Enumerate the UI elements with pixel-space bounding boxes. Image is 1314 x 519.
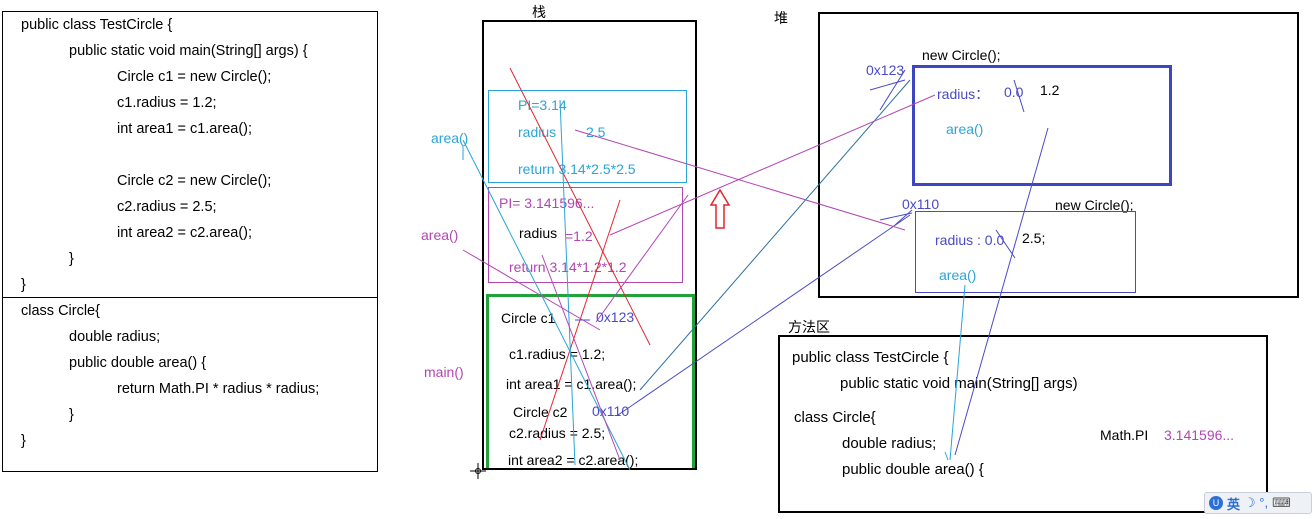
main-area1: int area1 = c1.area(); [506, 376, 637, 392]
obj1-radius-label: radius： [937, 86, 990, 102]
frame2-return: return 3.14*1.2*1.2 [509, 259, 627, 275]
main-c2-radius: c2.radius = 2.5; [509, 425, 606, 441]
obj1-radius-default: 0.0 [1004, 84, 1024, 100]
obj1-method: area() [946, 121, 984, 137]
code-line: public class TestCircle { [21, 17, 173, 33]
obj2-radius-label: radius : 0.0 [935, 232, 1005, 248]
code-line: c2.radius = 2.5; [117, 199, 217, 215]
stack-title: 栈 [532, 4, 546, 20]
main-c1-radius: c1.radius = 1.2; [509, 346, 606, 362]
obj2-radius-value: 2.5; [1022, 230, 1046, 246]
code-line: public double area() { [69, 355, 207, 371]
code-line: c1.radius = 1.2; [117, 95, 217, 111]
obj2-new-label: new Circle(); [1055, 197, 1134, 213]
ime-mode-icons[interactable]: ☽ °, [1244, 495, 1269, 510]
frame1-pi: PI=3.14 [518, 97, 567, 113]
method-line: public double area() { [842, 461, 984, 478]
label-area-upper: area() [431, 130, 469, 146]
code-line: class Circle{ [21, 303, 100, 319]
method-line: class Circle{ [794, 409, 876, 426]
frame2-radius-label: radius [519, 225, 558, 241]
code-line: } [21, 277, 26, 293]
method-line: public static void main(String[] args) [840, 375, 1078, 392]
ime-language[interactable]: 英 [1227, 496, 1241, 512]
label-main: main() [424, 364, 464, 380]
method-area-title: 方法区 [788, 319, 830, 335]
code-divider [2, 297, 378, 298]
obj1-new-label: new Circle(); [922, 47, 1001, 63]
method-line: double radius; [842, 435, 937, 452]
code-line: return Math.PI * radius * radius; [117, 381, 320, 397]
method-pi-value: 3.141596... [1164, 427, 1235, 443]
frame2-pi: PI= 3.141596... [499, 195, 595, 211]
ime-toolbar[interactable]: U 英 ☽ °, ⌨ [1204, 492, 1312, 514]
code-line: double radius; [69, 329, 161, 345]
ime-keyboard-icon[interactable]: ⌨ [1272, 495, 1291, 510]
code-line: Circle c1 = new Circle(); [117, 69, 272, 85]
frame1-radius-value: 2.5 [586, 124, 606, 140]
red-up-arrow [709, 188, 731, 229]
frame1-radius-label: radius [518, 124, 557, 140]
main-c2-decl: Circle c2 [513, 404, 568, 420]
main-c1-decl: Circle c1 [501, 310, 556, 326]
obj1-addr: 0x123 [866, 62, 905, 78]
code-line: } [69, 407, 74, 423]
method-line: public class TestCircle { [792, 349, 949, 366]
method-pi-label: Math.PI [1100, 427, 1149, 443]
code-line: } [21, 433, 26, 449]
main-c1-addr: 0x123 [596, 309, 635, 325]
code-line: Circle c2 = new Circle(); [117, 173, 272, 189]
code-line: int area1 = c1.area(); [117, 121, 253, 137]
main-area2: int area2 = c2.area(); [508, 452, 639, 468]
code-line: public static void main(String[] args) { [69, 43, 308, 59]
obj2-addr: 0x110 [902, 196, 940, 212]
obj2-method: area() [939, 267, 977, 283]
source-code-box [2, 11, 378, 472]
main-c2-addr: 0x110 [592, 403, 630, 419]
obj1-radius-value: 1.2 [1040, 82, 1060, 98]
frame1-return: return 3.14*2.5*2.5 [518, 161, 636, 177]
ime-logo-icon: U [1209, 496, 1223, 510]
code-line: } [69, 251, 74, 267]
frame2-radius-value: =1.2 [565, 228, 593, 244]
label-area-lower: area() [421, 227, 459, 243]
code-line: int area2 = c2.area(); [117, 225, 253, 241]
heap-title: 堆 [774, 10, 788, 26]
